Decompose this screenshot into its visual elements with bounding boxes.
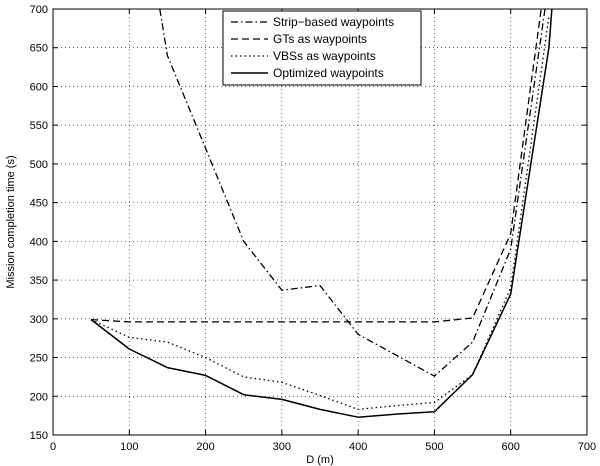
legend-label: VBSs as waypoints (273, 49, 376, 63)
y-axis-label: Mission completion time (s) (5, 155, 17, 288)
x-tick-label: 300 (273, 441, 291, 453)
series-line-vbss-as-waypoints (90, 16, 550, 411)
series-line-strip-based-waypoints (159, 9, 546, 377)
series-line-optimized-waypoints (90, 9, 553, 418)
y-tick-label: 700 (30, 4, 48, 16)
y-tick-label: 300 (30, 314, 48, 326)
y-tick-label: 200 (30, 391, 48, 403)
x-tick-label: 400 (349, 441, 367, 453)
series-layer (90, 9, 553, 418)
x-tick-label: 100 (120, 441, 138, 453)
y-tick-label: 250 (30, 353, 48, 365)
y-tick-label: 650 (30, 43, 48, 55)
grid-lines (53, 9, 587, 435)
y-tick-label: 550 (30, 120, 48, 132)
legend-label: Strip−based waypoints (273, 15, 394, 29)
x-tick-label: 700 (578, 441, 596, 453)
x-axis-label: D (m) (306, 454, 334, 466)
x-tick-label: 0 (50, 441, 56, 453)
x-tick-label: 200 (196, 441, 214, 453)
y-tick-label: 450 (30, 198, 48, 210)
axis-ticks: 0 100 200 300 400 500 600 700 150 200 250 300 350 400… (30, 4, 597, 453)
y-tick-label: 600 (30, 81, 48, 93)
y-tick-label: 150 (30, 430, 48, 442)
plot-frame (52, 8, 588, 436)
y-tick-label: 400 (30, 236, 48, 248)
legend-label: Optimized waypoints (273, 66, 384, 80)
y-tick-label: 500 (30, 159, 48, 171)
legend-label: GTs as waypoints (273, 32, 367, 46)
legend: Strip−based waypoints GTs as waypoints VBS… (222, 10, 422, 86)
x-tick-label: 600 (502, 441, 520, 453)
x-tick-label: 500 (425, 441, 443, 453)
y-tick-label: 350 (30, 275, 48, 287)
